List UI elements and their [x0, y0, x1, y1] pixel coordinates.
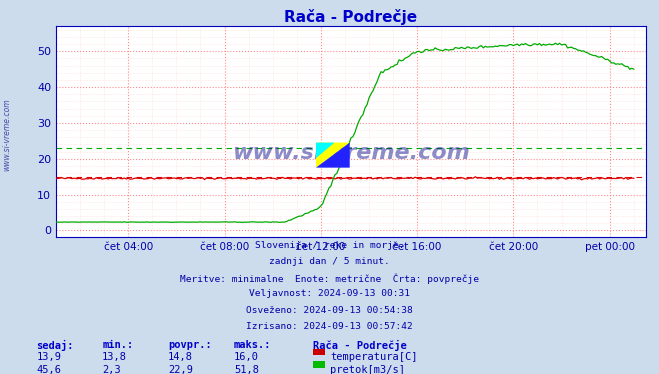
- Text: min.:: min.:: [102, 340, 133, 350]
- Text: temperatura[C]: temperatura[C]: [330, 352, 418, 362]
- Text: www.si-vreme.com: www.si-vreme.com: [232, 143, 470, 163]
- Text: 13,9: 13,9: [36, 352, 61, 362]
- Polygon shape: [316, 142, 350, 168]
- Text: www.si-vreme.com: www.si-vreme.com: [3, 98, 12, 171]
- Text: sedaj:: sedaj:: [36, 340, 74, 350]
- Text: Meritve: minimalne  Enote: metrične  Črta: povprečje: Meritve: minimalne Enote: metrične Črta:…: [180, 273, 479, 284]
- Text: povpr.:: povpr.:: [168, 340, 212, 350]
- Text: 51,8: 51,8: [234, 365, 259, 374]
- Text: maks.:: maks.:: [234, 340, 272, 350]
- Text: Izrisano: 2024-09-13 00:57:42: Izrisano: 2024-09-13 00:57:42: [246, 322, 413, 331]
- Text: 2,3: 2,3: [102, 365, 121, 374]
- Text: 22,9: 22,9: [168, 365, 193, 374]
- Title: Rača - Podrečje: Rača - Podrečje: [284, 9, 418, 25]
- Text: Slovenija / reke in morje.: Slovenija / reke in morje.: [255, 241, 404, 250]
- Text: Veljavnost: 2024-09-13 00:31: Veljavnost: 2024-09-13 00:31: [249, 289, 410, 298]
- Text: zadnji dan / 5 minut.: zadnji dan / 5 minut.: [269, 257, 390, 266]
- Text: Rača - Podrečje: Rača - Podrečje: [313, 340, 407, 350]
- Text: Osveženo: 2024-09-13 00:54:38: Osveženo: 2024-09-13 00:54:38: [246, 306, 413, 315]
- Text: 13,8: 13,8: [102, 352, 127, 362]
- Text: 16,0: 16,0: [234, 352, 259, 362]
- Text: 45,6: 45,6: [36, 365, 61, 374]
- Text: 14,8: 14,8: [168, 352, 193, 362]
- Polygon shape: [316, 142, 350, 168]
- Text: pretok[m3/s]: pretok[m3/s]: [330, 365, 405, 374]
- Polygon shape: [316, 142, 335, 158]
